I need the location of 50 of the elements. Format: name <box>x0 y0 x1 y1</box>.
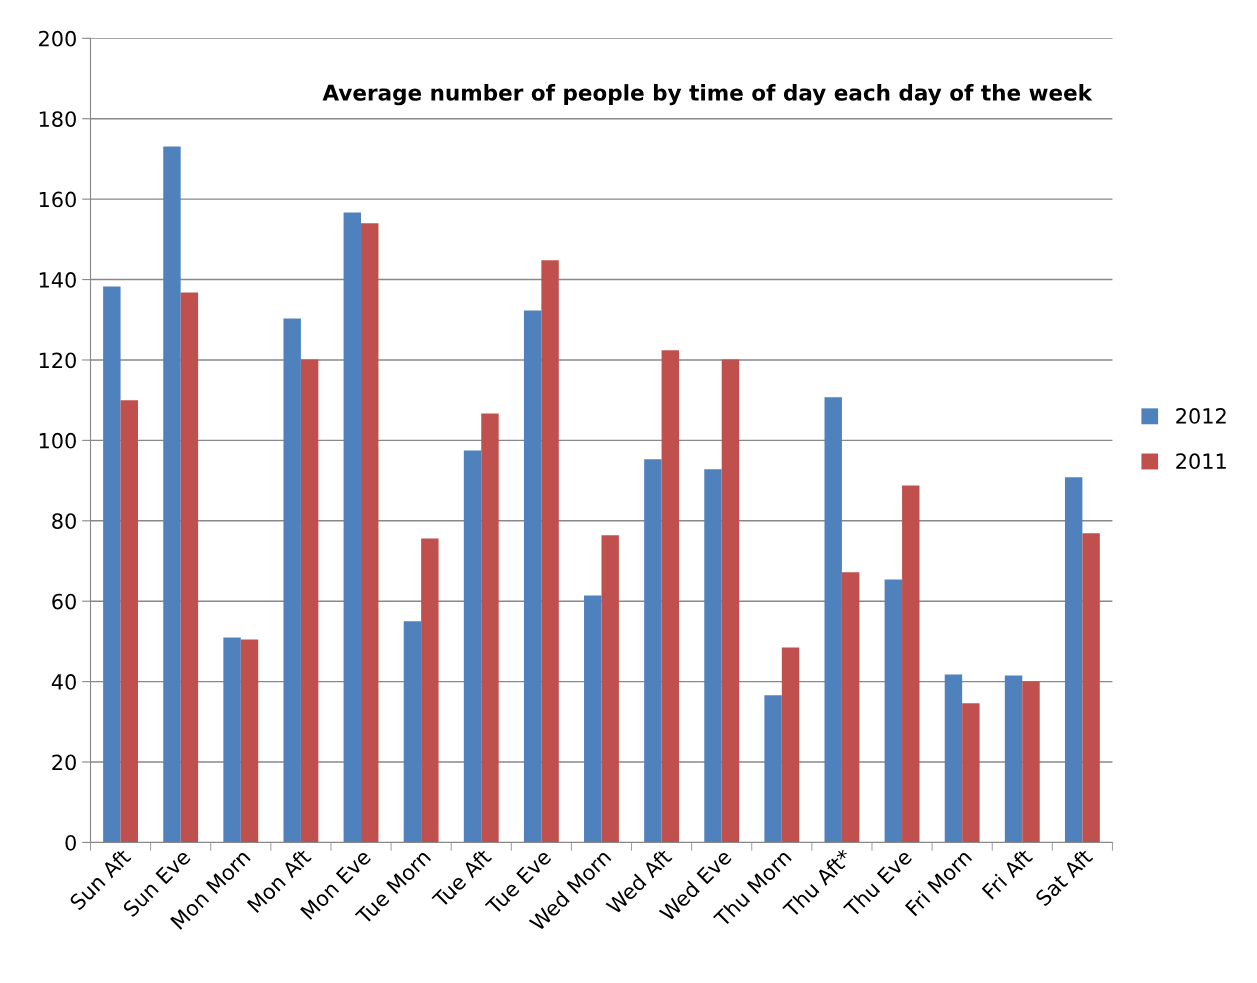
bar <box>781 647 800 843</box>
bar <box>601 535 619 843</box>
bar <box>944 674 963 843</box>
bar <box>541 260 559 843</box>
y-tick-label: 180 <box>39 111 76 127</box>
bar <box>1022 681 1040 843</box>
bar <box>704 469 722 843</box>
bar <box>463 450 482 843</box>
bar <box>361 223 379 843</box>
y-tick-label: 160 <box>39 191 76 208</box>
bar <box>884 579 903 843</box>
bar <box>824 397 842 843</box>
bar <box>343 212 362 843</box>
bar <box>661 350 680 843</box>
bar <box>1004 675 1023 843</box>
y-tick-label: 140 <box>39 272 76 288</box>
legend-label: 2011 <box>1176 453 1226 470</box>
bar <box>764 695 782 843</box>
bar <box>283 318 301 843</box>
y-tick-label: 60 <box>52 593 76 610</box>
y-tick-label: 120 <box>39 352 76 369</box>
y-tick-label: 80 <box>52 513 76 529</box>
bar <box>644 459 662 843</box>
bar <box>240 639 259 843</box>
bar <box>481 413 499 843</box>
legend-label: 2012 <box>1176 408 1226 424</box>
y-tick-label: 40 <box>51 674 76 690</box>
bar <box>584 595 602 843</box>
bar <box>841 572 860 843</box>
bar <box>721 359 740 843</box>
bar <box>1064 477 1083 843</box>
x-tick-label: Fri Aft <box>981 847 1034 900</box>
bar <box>223 637 241 843</box>
bar <box>180 292 199 843</box>
bar <box>163 146 181 843</box>
bar <box>1082 533 1100 843</box>
bar <box>403 621 422 843</box>
bar <box>523 310 542 843</box>
bar <box>300 359 319 843</box>
y-tick-label: 100 <box>39 432 76 449</box>
bar <box>103 286 121 843</box>
y-tick-label: 20 <box>52 754 76 771</box>
bar <box>120 400 138 843</box>
bar <box>902 485 920 843</box>
y-tick-label: 200 <box>39 30 76 47</box>
bar <box>421 538 439 843</box>
y-tick-label: 0 <box>65 834 76 851</box>
x-tick-label: Sat Aft <box>1034 847 1094 907</box>
bar <box>962 703 980 843</box>
text: Average number of people by time of day each day of the week <box>322 84 1093 106</box>
